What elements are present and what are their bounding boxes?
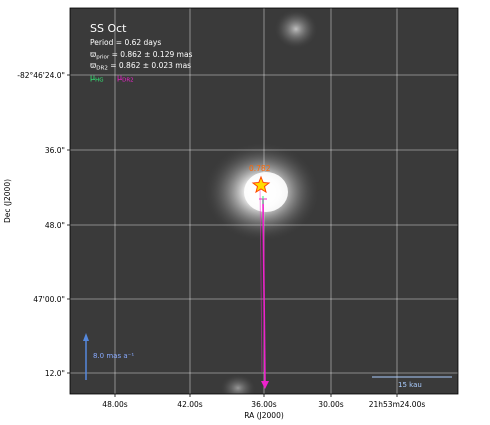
star-label: 0.782	[249, 164, 271, 173]
scale-bar-label: 15 kau	[398, 381, 422, 389]
background-star-top	[274, 9, 318, 49]
legend-hg: μHG	[90, 73, 104, 84]
x-axis-label: RA (J2000)	[244, 411, 284, 420]
y-tick-label: 12.0"	[45, 369, 65, 378]
scale-arrow-label: 8.0 mas a⁻¹	[93, 352, 134, 360]
legend-dr2: μDR2	[117, 73, 134, 84]
x-tick-label: 21h53m24.00s	[369, 400, 426, 409]
background-star-bottom	[220, 374, 256, 394]
hg-proper-motion-arrow	[259, 185, 264, 373]
x-tick-label: 36.00s	[251, 400, 276, 409]
x-axis-ticks	[114, 394, 398, 397]
target-star-marker	[251, 175, 271, 194]
y-tick-label: -82°46'24.0"	[17, 71, 65, 80]
y-tick-label: 36.0"	[45, 146, 65, 155]
x-tick-label: 42.00s	[177, 400, 202, 409]
y-axis-label: Dec (J2000)	[3, 179, 12, 223]
scale-arrow	[83, 333, 89, 380]
x-tick-label: 48.00s	[102, 400, 127, 409]
parallax-prior: ϖprior = 0.862 ± 0.129 mas	[90, 50, 193, 61]
parallax-dr2: ϖDR2 = 0.862 ± 0.023 mas	[90, 61, 191, 72]
star-name: SS Oct	[90, 22, 127, 35]
x-tick-label: 30.00s	[318, 400, 343, 409]
period-text: Period = 0.62 days	[90, 38, 161, 47]
y-tick-label: 48.0"	[45, 221, 65, 230]
y-axis-ticks	[67, 74, 70, 374]
y-tick-label: 47'00.0"	[33, 295, 65, 304]
